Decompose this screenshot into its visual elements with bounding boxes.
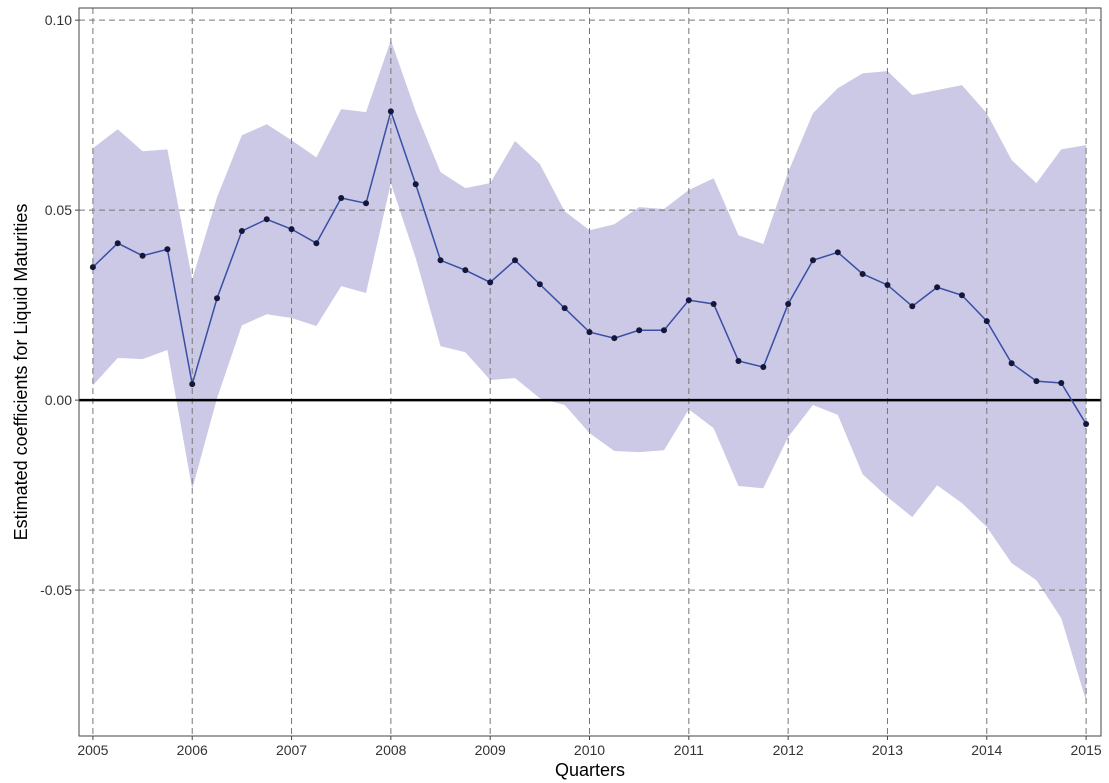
point bbox=[139, 252, 146, 259]
x-tick-label: 2015 bbox=[1071, 742, 1102, 758]
point bbox=[412, 181, 419, 188]
point bbox=[487, 279, 494, 286]
point bbox=[884, 281, 891, 288]
point bbox=[89, 264, 96, 271]
y-tick-label: 0.10 bbox=[45, 12, 72, 28]
point bbox=[387, 108, 394, 115]
point bbox=[189, 381, 196, 388]
point bbox=[561, 305, 568, 312]
x-tick-label: 2010 bbox=[574, 742, 605, 758]
point bbox=[1058, 380, 1065, 387]
point bbox=[437, 257, 444, 264]
point bbox=[238, 228, 245, 235]
y-axis-title: Estimated coefficients for Liquid Maturi… bbox=[11, 204, 31, 541]
x-tick-label: 2008 bbox=[375, 742, 406, 758]
x-tick-label: 2014 bbox=[971, 742, 1002, 758]
point bbox=[363, 200, 370, 207]
x-tick-label: 2006 bbox=[177, 742, 208, 758]
point bbox=[934, 284, 941, 291]
point bbox=[1033, 378, 1040, 385]
point bbox=[785, 300, 792, 307]
point bbox=[859, 270, 866, 277]
point bbox=[164, 246, 171, 253]
point bbox=[313, 240, 320, 247]
point bbox=[735, 357, 742, 364]
x-tick-label: 2011 bbox=[674, 742, 704, 758]
point bbox=[958, 292, 965, 299]
point bbox=[586, 329, 593, 336]
point bbox=[660, 327, 667, 334]
y-tick-label: 0.05 bbox=[45, 202, 72, 218]
point bbox=[1008, 360, 1015, 367]
point bbox=[1083, 421, 1090, 428]
point bbox=[834, 249, 841, 256]
point bbox=[636, 327, 643, 334]
x-axis-title: Quarters bbox=[555, 760, 625, 780]
point bbox=[710, 300, 717, 307]
point bbox=[983, 318, 990, 325]
x-tick-label: 2012 bbox=[773, 742, 804, 758]
point bbox=[263, 216, 270, 223]
point bbox=[809, 257, 816, 264]
point bbox=[685, 297, 692, 304]
point bbox=[288, 226, 295, 233]
x-tick-label: 2013 bbox=[872, 742, 903, 758]
point bbox=[338, 194, 345, 201]
point bbox=[760, 364, 767, 371]
point bbox=[909, 303, 916, 310]
y-tick-label: -0.05 bbox=[40, 582, 72, 598]
x-tick-label: 2005 bbox=[77, 742, 108, 758]
point bbox=[462, 267, 469, 274]
point bbox=[536, 281, 543, 288]
point bbox=[114, 240, 121, 247]
point bbox=[512, 257, 519, 264]
point bbox=[611, 335, 618, 342]
point bbox=[214, 295, 221, 302]
x-tick-label: 2007 bbox=[276, 742, 307, 758]
x-tick-label: 2009 bbox=[475, 742, 506, 758]
y-tick-label: 0.00 bbox=[45, 392, 72, 408]
